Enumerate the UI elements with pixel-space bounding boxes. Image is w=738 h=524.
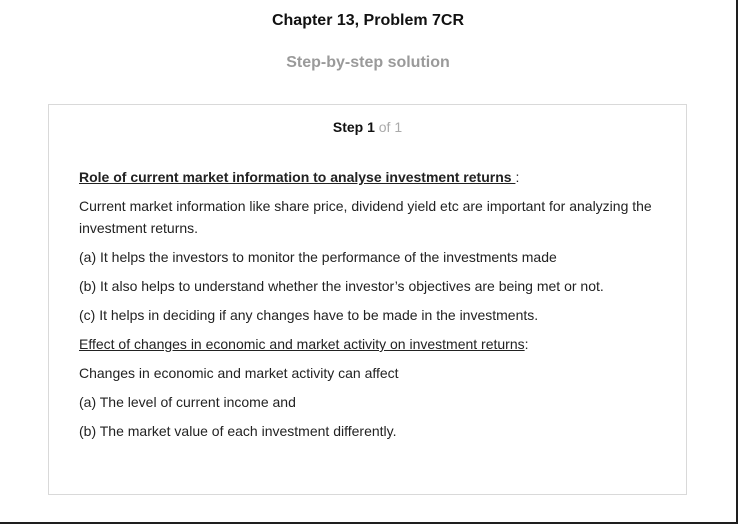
effect-item-a: (a) The level of current income and <box>79 394 296 410</box>
window-frame-bottom-edge <box>0 522 738 524</box>
section-heading-role-text: Role of current market information to an… <box>79 169 516 185</box>
step-content: Role of current market information to an… <box>79 166 654 449</box>
solution-step-card: Step 1 of 1 Role of current market infor… <box>48 104 687 495</box>
list-item-a: (a) It helps the investors to monitor th… <box>79 249 557 265</box>
effect-item-b: (b) The market value of each investment … <box>79 423 397 439</box>
solution-subtitle: Step-by-step solution <box>286 54 450 71</box>
step-total: of 1 <box>378 119 403 135</box>
section-heading-effect-text: Effect of changes in economic and market… <box>79 336 525 352</box>
section-heading-role-colon: : <box>515 169 520 185</box>
step-number: Step 1 <box>332 119 375 135</box>
paragraph-market-info: Current market information like share pr… <box>79 198 652 236</box>
step-indicator: Step 1 of 1 <box>49 119 686 135</box>
section-heading-role: Role of current market information to an… <box>79 166 654 188</box>
paragraph-changes: Changes in economic and market activity … <box>79 365 399 381</box>
page-title: Chapter 13, Problem 7CR <box>271 12 465 29</box>
section-heading-effect: Effect of changes in economic and market… <box>79 333 654 355</box>
list-item-c: (c) It helps in deciding if any changes … <box>79 307 539 323</box>
window-frame-right-edge <box>736 0 738 524</box>
section-heading-effect-colon: : <box>524 336 529 352</box>
list-item-b: (b) It also helps to understand whether … <box>79 278 604 294</box>
